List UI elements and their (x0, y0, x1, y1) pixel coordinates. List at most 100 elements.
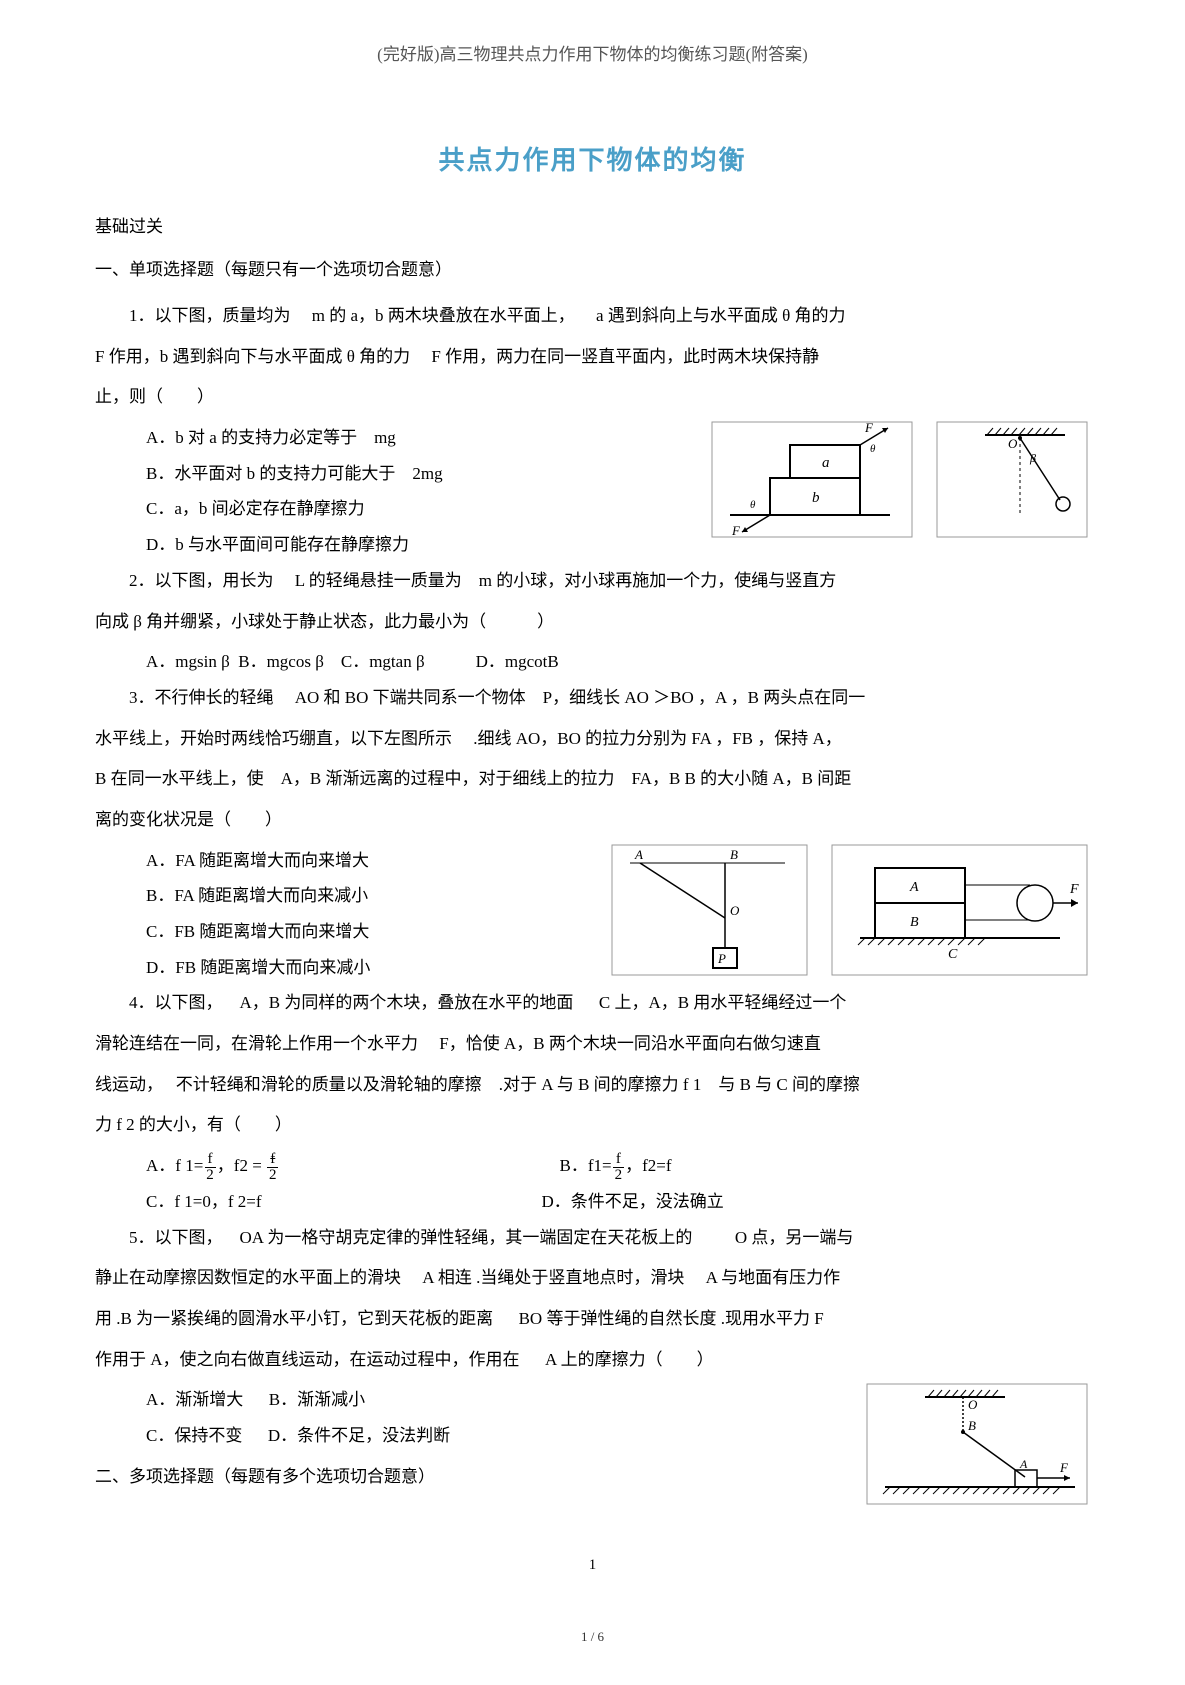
q2-line1: 2．以下图，用长为 L 的轻绳悬挂一质量为 m 的小球，对小球再施加一个力，使绳… (95, 563, 1090, 599)
q4-l3d: 与 B 与 C 间的摩擦 (718, 1075, 860, 1094)
svg-text:O: O (968, 1397, 978, 1412)
q3-line1: 3．不行伸长的轻绳 AO 和 BO 下端共同系一个物体 P，细线长 AO ＞BO… (95, 680, 1090, 716)
q3-s1: 3．不行伸长的轻绳 (129, 688, 274, 707)
q4-optB1: B．f1= (560, 1156, 612, 1175)
q2-s3: m 的小球，对小球再施加一个力，使绳与竖直方 (479, 571, 836, 590)
q4-l2b: F，恰使 A，B 两个木块一同沿水平面向右做匀速直 (439, 1034, 821, 1053)
frac-f-2-b: f2 (266, 1152, 280, 1183)
svg-text:b: b (812, 490, 820, 506)
q3-line4: 离的变化状况是（ ） (95, 802, 1090, 838)
q4-l3a: 线运动， (95, 1075, 163, 1094)
q1-line2: F 作用，b 遇到斜向下与水平面成 θ 角的力 F 作用，两力在同一竖直平面内，… (95, 339, 1090, 375)
q3-l2a: 水平线上，开始时两线恰巧绷直，以下左图所示 (95, 729, 452, 748)
svg-text:C: C (948, 947, 958, 962)
q4-line3: 线运动， 不计轻绳和滑轮的质量以及滑轮轴的摩擦 .对于 A 与 B 间的摩擦力 … (95, 1067, 1090, 1103)
svg-text:F: F (731, 523, 741, 538)
q5-line4: 作用于 A，使之向右做直线运动，在运动过程中，作用在 A 上的摩擦力（ ） (95, 1342, 1090, 1378)
svg-text:B: B (730, 847, 738, 862)
q1-optB-text: B．水平面对 b 的支持力可能大于 (146, 464, 395, 483)
q1-optB: B．水平面对 b 的支持力可能大于 2mg (95, 456, 690, 492)
svg-text:A: A (909, 880, 919, 895)
q2-options: A．mgsin β B．mgcos β C．mgtan β D．mgcotB (95, 644, 1090, 680)
q3-optA: A．FA 随距离增大而向来增大 (95, 843, 590, 879)
q3-figure-left: A B O P (610, 843, 810, 983)
q4-optB2: ，f2=f (625, 1156, 671, 1175)
q1-figure-right: O β (935, 420, 1090, 545)
q1-s1: 1．以下图，质量均为 (129, 306, 291, 325)
q2-s1: 2．以下图，用长为 (129, 571, 274, 590)
frac-f-2-a: f2 (203, 1152, 217, 1183)
q4-optB: B．f1=f2，f2=f (560, 1148, 672, 1184)
svg-text:B: B (968, 1418, 976, 1433)
q2-optC: C．mgtan β (341, 652, 425, 671)
main-title: 共点力作用下物体的均衡 (95, 140, 1090, 177)
footer-page: 1 / 6 (95, 1629, 1090, 1645)
q5-optC: C．保持不变 (146, 1426, 242, 1445)
q5-l2a: 静止在动摩擦因数恒定的水平面上的滑块 (95, 1268, 401, 1287)
q5-optA: A．渐渐增大 (146, 1390, 243, 1409)
frac-f-2-c: f2 (612, 1152, 626, 1183)
svg-text:a: a (822, 455, 830, 471)
section-single-choice: 一、单项选择题（每题只有一个选项切合题意） (95, 255, 1090, 280)
q4-line1: 4．以下图， A，B 为同样的两个木块，叠放在水平的地面 C 上，A，B 用水平… (95, 985, 1090, 1021)
svg-text:θ: θ (870, 443, 876, 455)
q5-l4a: 作用于 A，使之向右做直线运动，在运动过程中，作用在 (95, 1350, 520, 1369)
q3-line2: 水平线上，开始时两线恰巧绷直，以下左图所示 .细线 AO，BO 的拉力分别为 F… (95, 721, 1090, 757)
q4-line4: 力 f 2 的大小，有（ ） (95, 1107, 1090, 1143)
svg-text:O: O (730, 903, 740, 918)
q1-optC: C．a，b 间必定存在静摩擦力 (95, 491, 690, 527)
q1-optA2: mg (374, 428, 396, 447)
svg-text:F: F (1069, 882, 1079, 897)
svg-text:O: O (1008, 436, 1018, 451)
page-number: 1 (95, 1557, 1090, 1574)
q3-line3: B 在同一水平线上，使 A，B 渐渐远离的过程中，对于细线上的拉力 FA，B B… (95, 761, 1090, 797)
q2-s2: L 的轻绳悬挂一质量为 (295, 571, 462, 590)
q5-l3b: BO 等于弹性绳的自然长度 .现用水平力 F (519, 1309, 824, 1328)
q3-figure-right: A B C F (830, 843, 1090, 983)
q4-line2: 滑轮连结在一同，在滑轮上作用一个水平力 F，恰使 A，B 两个木块一同沿水平面向… (95, 1026, 1090, 1062)
q3-optB: B．FA 随距离增大而向来减小 (95, 878, 590, 914)
q1-line3: 止，则（ ） (95, 379, 1090, 415)
q1-l2b: F 作用，两力在同一竖直平面内，此时两木块保持静 (431, 347, 819, 366)
svg-text:F: F (864, 420, 874, 435)
q4-optA: A．f 1=f2，f2 = f2 (146, 1148, 280, 1184)
q1-figure-left: a b F θ θ F (710, 420, 915, 545)
q5-s3: O 点，另一端与 (735, 1228, 854, 1247)
q3-l3b: A，B 渐渐远离的过程中，对于细线上的拉力 (281, 769, 615, 788)
section-basic: 基础过关 (95, 212, 1090, 237)
q4-l3c: .对于 A 与 B 间的摩擦力 f 1 (499, 1075, 702, 1094)
q2-optA: A．mgsin β (146, 652, 230, 671)
q5-l4b: A 上的摩擦力（ ） (545, 1350, 714, 1369)
q5-optB: B．渐渐减小 (269, 1390, 365, 1409)
q1-s2: m 的 a，b 两木块叠放在水平面上， (312, 306, 575, 325)
q5-s2: OA 为一格守胡克定律的弹性轻绳，其一端固定在天花板上的 (240, 1228, 693, 1247)
q1-optA: A．b 对 a 的支持力必定等于 mg (95, 420, 690, 456)
q5-figure: O B A F (865, 1382, 1090, 1512)
q3-l3c: FA，B B 的大小随 A，B 间距 (631, 769, 851, 788)
q5-optD: D．条件不足，没法判断 (268, 1426, 450, 1445)
svg-text:A: A (634, 847, 643, 862)
q5-line3: 用 .B 为一紧挨绳的圆滑水平小钉，它到天花板的距离 BO 等于弹性绳的自然长度… (95, 1301, 1090, 1337)
q4-l2a: 滑轮连结在一同，在滑轮上作用一个水平力 (95, 1034, 418, 1053)
q5-s1: 5．以下图， (129, 1228, 223, 1247)
q1-l2a: F 作用，b 遇到斜向下与水平面成 θ 角的力 (95, 347, 410, 366)
svg-text:F: F (1059, 1460, 1069, 1475)
svg-text:β: β (1029, 451, 1036, 465)
q1-line1: 1．以下图，质量均为 m 的 a，b 两木块叠放在水平面上， a 遇到斜向上与水… (95, 298, 1090, 334)
q1-optB2: 2mg (412, 464, 442, 483)
q4-optA1: A．f 1= (146, 1156, 203, 1175)
q5-optsAB: A．渐渐增大 B．渐渐减小 (95, 1382, 845, 1418)
q5-line1: 5．以下图， OA 为一格守胡克定律的弹性轻绳，其一端固定在天花板上的 O 点，… (95, 1220, 1090, 1256)
q4-optD: D．条件不足，没法确立 (542, 1184, 724, 1220)
q2-optB: B．mgcos β (238, 652, 324, 671)
svg-text:A: A (1019, 1457, 1028, 1471)
q4-s2: A，B 为同样的两个木块，叠放在水平的地面 (240, 993, 574, 1012)
svg-text:P: P (717, 951, 726, 966)
q5-l3a: 用 .B 为一紧挨绳的圆滑水平小钉，它到天花板的距离 (95, 1309, 493, 1328)
q3-s3: P，细线长 AO ＞BO ，A ，B 两头点在同一 (543, 688, 866, 707)
q4-s1: 4．以下图， (129, 993, 223, 1012)
q4-s3: C 上，A，B 用水平轻绳经过一个 (599, 993, 846, 1012)
q1-optA-text: A．b 对 a 的支持力必定等于 (146, 428, 357, 447)
q5-l2c: A 与地面有压力作 (706, 1268, 841, 1287)
q1-optD: D．b 与水平面间可能存在静摩擦力 (95, 527, 690, 563)
